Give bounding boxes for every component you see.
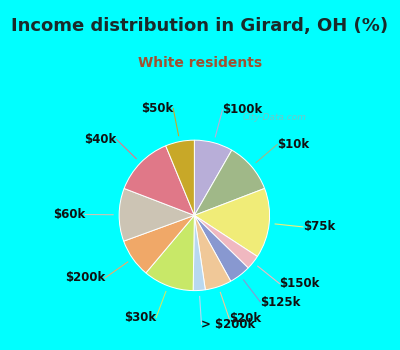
Wedge shape [146,215,194,290]
Wedge shape [193,215,205,290]
Text: $50k: $50k [141,102,173,115]
Text: $200k: $200k [65,271,105,285]
Wedge shape [194,215,231,290]
Wedge shape [194,188,270,257]
Text: White residents: White residents [138,56,262,70]
Wedge shape [194,215,257,268]
Text: $10k: $10k [277,138,309,151]
Text: $100k: $100k [222,104,263,117]
Wedge shape [194,150,264,215]
Text: Income distribution in Girard, OH (%): Income distribution in Girard, OH (%) [12,18,388,35]
Text: $20k: $20k [229,312,261,325]
Wedge shape [119,188,194,241]
Text: $125k: $125k [260,296,301,309]
Text: > $200k: > $200k [202,318,256,331]
Text: $60k: $60k [53,208,85,221]
Text: $30k: $30k [124,311,156,324]
Text: City-Data.com: City-Data.com [243,113,307,122]
Text: $150k: $150k [280,277,320,290]
Wedge shape [194,140,232,215]
Text: $40k: $40k [84,133,116,146]
Wedge shape [194,215,248,281]
Wedge shape [166,140,194,215]
Text: $75k: $75k [303,220,335,233]
Wedge shape [124,146,194,215]
Wedge shape [124,215,194,273]
